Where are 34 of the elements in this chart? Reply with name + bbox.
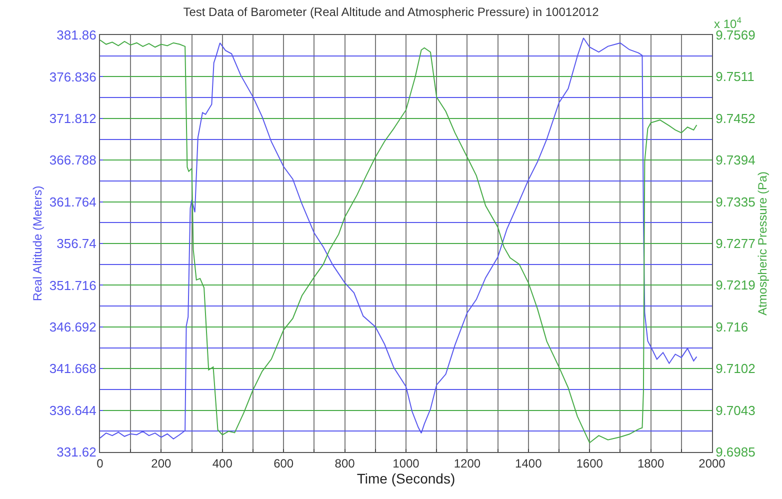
y-tick-label: 376.836 [49,69,96,84]
y2-tick-label: 9.716 [716,320,748,335]
y-tick-label: 346.692 [49,319,96,334]
x-tick-label: 200 [151,456,172,470]
y-tick-label: 351.716 [49,278,96,293]
y-axis-title: Real Altitude (Meters) [30,186,45,302]
x-tick-label: 600 [274,456,294,470]
y2-tick-label: 9.7452 [716,111,756,126]
y2-tick-label: 9.7511 [716,68,754,84]
y2-tick-label: 9.7277 [716,236,756,252]
y2-tick-label: 9.7219 [716,277,756,292]
y-tick-label: 341.668 [49,361,96,376]
y2-tick-label: 9.7102 [716,361,756,376]
y-tick-label: 336.644 [49,402,96,418]
chart-title: Test Data of Barometer (Real Altitude and Atmospheric Pressure) in 10012012 [183,4,600,19]
y-tick-label: 361.764 [49,194,96,210]
x-tick-label: 0 [96,456,104,470]
y-tick-label: 366.788 [49,152,96,168]
x-axis-title: Time (Seconds) [356,470,456,486]
x-tick-label: 1000 [392,456,420,470]
x-tick-label: 800 [334,456,356,470]
y-tick-label: 371.812 [49,110,96,126]
x-tick-label: 1600 [576,456,604,470]
y2-tick-label: 9.7043 [716,403,756,418]
x-tick-label: 1800 [637,456,664,470]
y2-tick-label: 9.7335 [716,194,756,210]
x-tick-label: 1400 [515,456,542,470]
y-tick-label: 331.62 [56,444,96,460]
y2-axis-title: Atmospheric Pressure (Pa) [755,171,770,316]
y-tick-label: 356.74 [56,236,96,252]
x-tick-label: 1200 [454,456,481,470]
y-tick-label: 381.86 [56,28,96,43]
y2-tick-label: 9.7394 [716,152,756,168]
x-tick-label: 400 [212,456,233,470]
